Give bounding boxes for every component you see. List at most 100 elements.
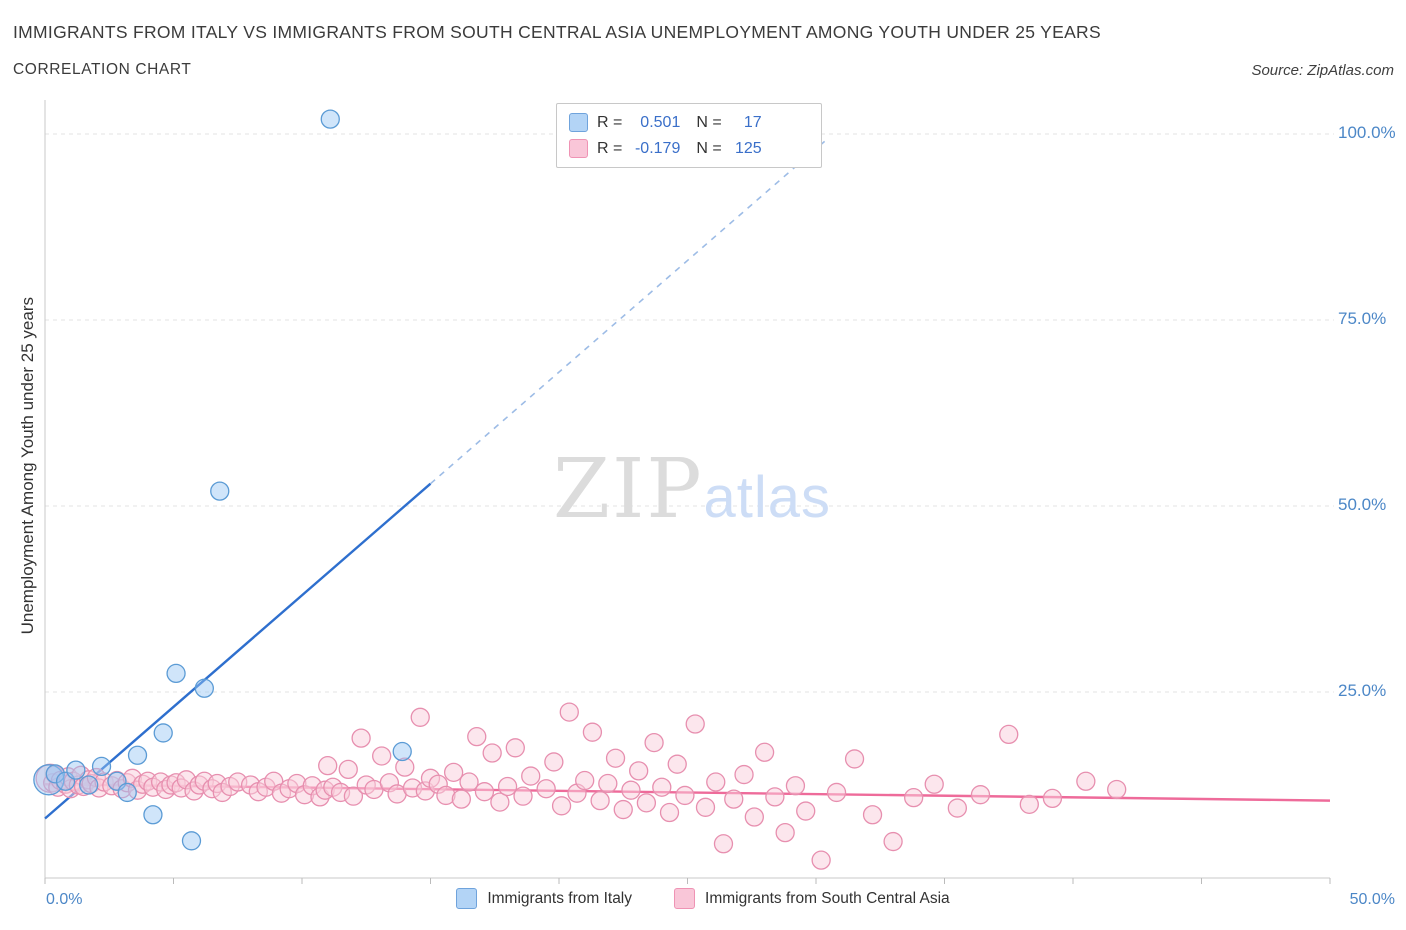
scatter-point-italy xyxy=(66,760,86,780)
scatter-point-italy xyxy=(194,678,214,698)
scatter-point-south-central-asia xyxy=(621,780,641,800)
n-value-south-central-asia: 125 xyxy=(734,139,762,157)
scatter-point-south-central-asia xyxy=(970,785,991,805)
scatter-point-south-central-asia xyxy=(862,805,883,825)
correlation-stats-box: R = 0.501 N = 17 R = -0.179 N = 125 xyxy=(556,103,822,168)
scatter-point-south-central-asia xyxy=(395,757,415,777)
x-axis-max-label: 50.0% xyxy=(1349,891,1395,908)
scatter-point-south-central-asia xyxy=(474,782,495,802)
scatter-point-south-central-asia xyxy=(734,764,754,785)
legend-item-south-central-asia[interactable]: Immigrants from South Central Asia xyxy=(674,888,950,909)
italy-legend-swatch xyxy=(569,113,588,132)
scatter-point-south-central-asia xyxy=(775,822,795,843)
scatter-point-south-central-asia xyxy=(551,796,572,816)
scatter-point-south-central-asia xyxy=(372,746,392,766)
scatter-point-south-central-asia xyxy=(443,762,464,783)
scatter-point-south-central-asia xyxy=(544,752,564,772)
scatter-point-south-central-asia xyxy=(410,707,430,727)
scatter-point-south-central-asia xyxy=(904,787,924,808)
chart-legend: Immigrants from Italy Immigrants from So… xyxy=(0,888,1406,909)
scatter-point-south-central-asia xyxy=(598,773,618,794)
scatter-point-south-central-asia xyxy=(1107,779,1127,800)
scatter-point-south-central-asia xyxy=(947,798,967,818)
y-axis-tick-label: 25.0% xyxy=(1338,681,1387,700)
y-axis-tick-label: 100.0% xyxy=(1338,123,1396,142)
y-axis-tick-label: 75.0% xyxy=(1338,309,1387,328)
scatter-point-south-central-asia xyxy=(1019,794,1039,814)
scatter-point-south-central-asia xyxy=(652,777,672,797)
scatter-point-south-central-asia xyxy=(1042,788,1063,809)
scatter-point-south-central-asia xyxy=(338,759,358,780)
scatter-point-south-central-asia xyxy=(575,770,595,791)
trend-line-extension xyxy=(429,137,830,485)
r-label: R = xyxy=(597,113,623,131)
scatter-point-south-central-asia xyxy=(667,754,687,774)
scatter-point-italy xyxy=(127,745,148,765)
stats-row-south-central-asia: R = -0.179 N = 125 xyxy=(569,139,809,158)
scatter-point-south-central-asia xyxy=(318,756,338,776)
scatter-point-south-central-asia xyxy=(343,786,364,806)
scatter-point-south-central-asia xyxy=(713,834,734,854)
scatter-point-south-central-asia xyxy=(811,850,831,870)
scatter-point-south-central-asia xyxy=(796,801,816,821)
scatter-point-italy xyxy=(392,741,412,762)
scatter-point-south-central-asia xyxy=(924,774,944,794)
scatter-point-italy xyxy=(210,481,230,501)
scatter-point-south-central-asia xyxy=(754,742,775,762)
scatter-point-south-central-asia xyxy=(459,772,479,792)
scatter-point-south-central-asia xyxy=(590,790,610,811)
scatter-point-italy xyxy=(79,775,99,795)
scatter-point-italy xyxy=(320,109,340,129)
scatter-point-south-central-asia xyxy=(659,802,680,823)
scatter-point-south-central-asia xyxy=(636,793,657,813)
n-label: N = xyxy=(696,113,722,131)
scatter-point-south-central-asia xyxy=(482,743,502,763)
n-value-italy: 17 xyxy=(743,113,762,131)
x-axis-min-label: 0.0% xyxy=(46,891,83,908)
scatter-point-south-central-asia xyxy=(724,789,744,809)
legend-label-italy: Immigrants from Italy xyxy=(487,889,633,907)
stats-row-italy: R = 0.501 N = 17 xyxy=(569,113,809,132)
legend-label-south-central-asia: Immigrants from South Central Asia xyxy=(705,889,950,907)
scatter-point-south-central-asia xyxy=(613,799,633,820)
scatter-point-south-central-asia xyxy=(744,807,764,827)
scatter-point-italy xyxy=(91,756,112,777)
scatter-point-south-central-asia xyxy=(675,785,695,806)
scatter-point-south-central-asia xyxy=(605,748,626,768)
scatter-point-italy xyxy=(153,723,173,743)
scatter-point-south-central-asia xyxy=(629,761,649,781)
scatter-point-south-central-asia xyxy=(844,749,865,769)
scatter-point-south-central-asia xyxy=(351,728,371,748)
scatter-point-south-central-asia xyxy=(826,782,847,803)
legend-item-italy[interactable]: Immigrants from Italy xyxy=(456,888,632,909)
r-value-italy: 0.501 xyxy=(640,113,681,131)
scatter-point-south-central-asia xyxy=(765,787,785,807)
scatter-point-italy xyxy=(166,663,186,684)
chart-subtitle: CORRELATION CHART xyxy=(13,61,192,78)
scatter-point-south-central-asia xyxy=(785,776,806,796)
scatter-point-south-central-asia xyxy=(1076,771,1096,791)
scatter-point-south-central-asia xyxy=(883,831,903,852)
scatter-point-south-central-asia xyxy=(451,789,471,809)
scatter-point-south-central-asia xyxy=(999,724,1019,745)
r-label: R = xyxy=(597,139,623,157)
scatter-point-south-central-asia xyxy=(497,776,518,797)
page-title: IMMIGRANTS FROM ITALY VS IMMIGRANTS FROM… xyxy=(13,22,1101,42)
scatter-point-south-central-asia xyxy=(505,738,525,758)
scatter-point-south-central-asia xyxy=(685,714,705,734)
scatter-point-italy xyxy=(143,805,163,825)
scatter-point-south-central-asia xyxy=(644,732,664,753)
y-axis-tick-label: 50.0% xyxy=(1338,495,1387,514)
r-value-south-central-asia: -0.179 xyxy=(634,139,681,157)
scatter-point-south-central-asia xyxy=(513,786,533,806)
south-central-asia-legend-swatch xyxy=(569,139,588,158)
scatter-point-south-central-asia xyxy=(706,772,726,792)
scatter-point-south-central-asia xyxy=(536,779,556,799)
scatter-point-south-central-asia xyxy=(467,726,487,747)
scatter-point-south-central-asia xyxy=(695,797,716,817)
scatter-point-italy xyxy=(181,831,202,851)
n-label: N = xyxy=(696,139,722,157)
italy-legend-swatch xyxy=(456,888,478,909)
source-link[interactable]: Source: ZipAtlas.com xyxy=(1251,62,1394,79)
